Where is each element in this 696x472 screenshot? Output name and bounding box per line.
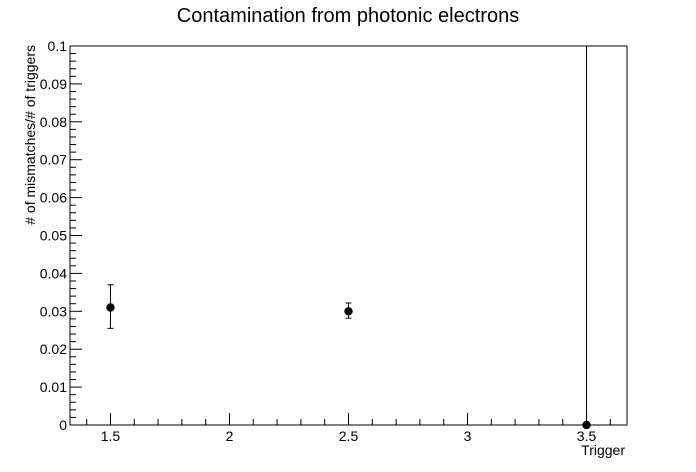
x-tick-label: 3.5: [577, 428, 597, 444]
y-tick-label: 0.1: [48, 38, 68, 54]
y-tick-label: 0.06: [40, 190, 67, 206]
y-tick-label: 0: [59, 417, 67, 433]
data-point: [582, 420, 591, 430]
x-tick-label: 1.5: [101, 428, 121, 444]
x-tick-label: 2: [226, 428, 234, 444]
y-tick-label: 0.03: [40, 303, 67, 319]
x-axis: 1.5 2 2.5 3 3.5: [86, 413, 611, 444]
data-points: [106, 46, 591, 430]
y-tick-label: 0.04: [40, 265, 67, 281]
data-point: [344, 307, 353, 316]
y-tick-label: 0.09: [40, 76, 67, 92]
x-tick-label: 2.5: [339, 428, 359, 444]
y-tick-label: 0.07: [40, 152, 67, 168]
chart-title: Contamination from photonic electrons: [177, 5, 519, 27]
y-tick-label: 0.02: [40, 341, 67, 357]
x-axis-label: Trigger: [581, 442, 625, 458]
data-point: [106, 303, 115, 312]
y-tick-label: 0.08: [40, 114, 67, 130]
x-tick-label: 3: [464, 428, 472, 444]
y-axis: 0 0.01 0.02 0.03 0.04 0.05 0.06 0.07 0.08 0.09 0.1: [40, 38, 82, 433]
y-tick-label: 0.05: [40, 228, 67, 244]
y-tick-label: 0.01: [40, 379, 67, 395]
y-axis-label: # of mismatches/# of triggers: [22, 45, 38, 225]
